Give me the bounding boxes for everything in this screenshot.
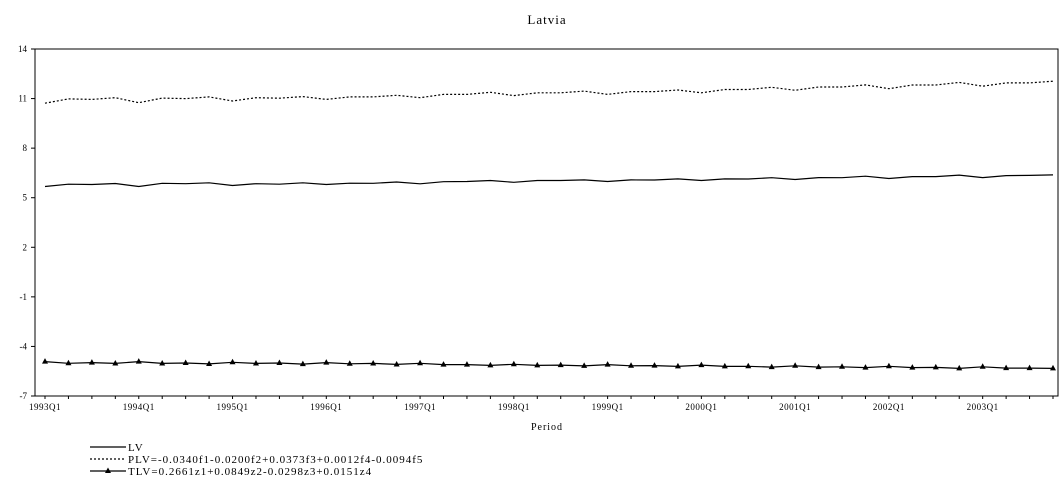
- data-point: [862, 364, 869, 370]
- series-line: [44, 174, 1054, 188]
- data-point: [417, 359, 424, 366]
- data-point: [299, 360, 306, 367]
- x-axis-label: Period: [531, 422, 563, 433]
- x-tick-label: 2001Q1: [779, 402, 811, 412]
- data-point: [440, 361, 447, 367]
- data-point: [815, 363, 822, 370]
- data-point: [909, 364, 916, 370]
- legend-label: TLV=0.2661z1+0.0849z2-0.0298z3+0.0151z4: [128, 466, 372, 478]
- data-point: [956, 364, 963, 371]
- x-tick-label: 1997Q1: [404, 402, 436, 412]
- data-point: [393, 360, 400, 367]
- data-point: [745, 362, 752, 369]
- y-tick-label: -1: [20, 292, 28, 302]
- data-point: [112, 359, 119, 366]
- y-tick-label: 14: [18, 44, 28, 54]
- legend-item: LV: [90, 442, 144, 454]
- data-point: [792, 362, 799, 368]
- data-point: [628, 362, 635, 368]
- data-point: [979, 363, 986, 369]
- x-tick-label: 1993Q1: [29, 402, 61, 412]
- series-line: [44, 360, 1054, 370]
- data-point: [604, 361, 611, 367]
- legend-label: LV: [128, 442, 144, 454]
- data-point: [1050, 364, 1056, 371]
- data-point: [182, 359, 189, 365]
- chart-title: Latvia: [527, 12, 566, 27]
- x-tick-label: 1999Q1: [592, 402, 624, 412]
- data-point: [839, 363, 846, 369]
- x-tick-label: 1994Q1: [123, 402, 155, 412]
- data-point: [159, 359, 166, 366]
- plot-frame: [34, 48, 1059, 397]
- data-point: [135, 358, 142, 364]
- x-tick-label: 2000Q1: [685, 402, 717, 412]
- series-line: [44, 80, 1054, 104]
- data-point: [534, 361, 541, 368]
- y-tick-label: -4: [20, 341, 28, 351]
- data-point: [323, 359, 330, 365]
- data-point: [88, 359, 95, 365]
- data-point: [487, 361, 494, 368]
- y-tick-label: 8: [23, 143, 28, 153]
- y-tick-label: 11: [18, 94, 27, 104]
- series-3: [42, 358, 1056, 371]
- data-point: [463, 361, 470, 367]
- data-point: [698, 361, 705, 368]
- y-tick-label: 2: [23, 242, 28, 252]
- data-point: [42, 358, 48, 364]
- x-tick-label: 1998Q1: [498, 402, 530, 412]
- data-point: [885, 362, 892, 369]
- series-1: [44, 174, 1054, 188]
- legend-label: PLV=-0.0340f1-0.0200f2+0.0373f3+0.0012f4…: [128, 454, 423, 466]
- data-point: [932, 363, 939, 370]
- data-point: [370, 359, 377, 366]
- y-tick-label: -7: [20, 391, 28, 401]
- data-point: [276, 359, 283, 365]
- series-layer: [42, 80, 1056, 371]
- x-tick-label: 1995Q1: [217, 402, 249, 412]
- data-point: [510, 360, 517, 367]
- legend: LVPLV=-0.0340f1-0.0200f2+0.0373f3+0.0012…: [90, 442, 423, 478]
- data-point: [1026, 364, 1033, 371]
- x-tick-label: 1996Q1: [310, 402, 342, 412]
- data-point: [674, 362, 681, 369]
- y-axis: 14 11 8 5 2 -1 -4 -7: [18, 44, 35, 401]
- legend-item: TLV=0.2661z1+0.0849z2-0.0298z3+0.0151z4: [90, 466, 372, 478]
- plot-area: [34, 48, 1059, 397]
- x-axis: 1993Q1 1994Q1 1995Q1 1996Q1 1997Q1 1998Q1 1999…: [29, 396, 1054, 412]
- series-2: [44, 80, 1054, 104]
- data-point: [252, 359, 259, 366]
- x-tick-label: 2003Q1: [967, 402, 999, 412]
- data-point: [768, 363, 775, 370]
- data-point: [651, 362, 658, 368]
- data-point: [229, 358, 236, 365]
- data-point: [206, 360, 213, 366]
- data-point: [65, 359, 72, 366]
- legend-item: PLV=-0.0340f1-0.0200f2+0.0373f3+0.0012f4…: [90, 454, 423, 466]
- data-point: [557, 361, 564, 368]
- data-point: [1003, 364, 1010, 371]
- data-point: [581, 362, 588, 368]
- data-point: [346, 360, 353, 366]
- data-point: [721, 362, 728, 369]
- legend-marker: [105, 467, 111, 473]
- y-tick-label: 5: [23, 193, 28, 203]
- x-tick-label: 2002Q1: [873, 402, 905, 412]
